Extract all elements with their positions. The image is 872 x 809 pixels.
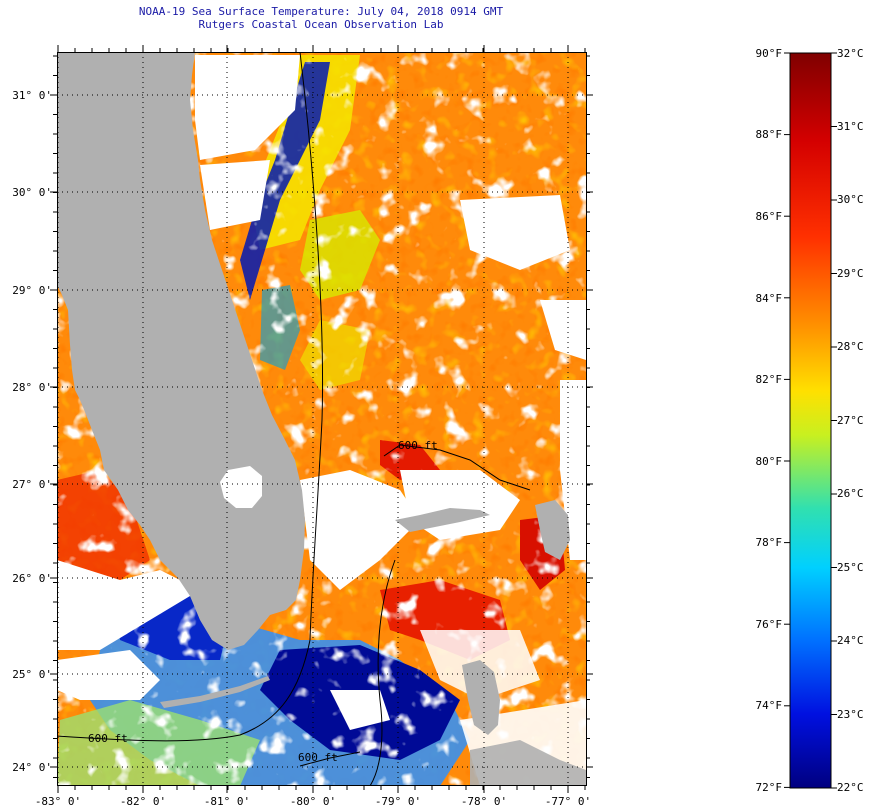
longitude-label: -78° 0' [461, 795, 507, 808]
fahrenheit-label: 82°F [756, 373, 783, 386]
longitude-label: -79° 0' [375, 795, 421, 808]
latitude-label: 25° 0' [12, 668, 52, 681]
cloud-patch [300, 470, 420, 590]
cloud-patch [540, 300, 586, 360]
fahrenheit-label: 72°F [756, 781, 783, 794]
fahrenheit-label: 74°F [756, 699, 783, 712]
isobath-line [299, 751, 361, 767]
map-subtitle: Rutgers Coastal Ocean Observation Lab [198, 18, 444, 31]
map-title: NOAA-19 Sea Surface Temperature: July 04… [138, 5, 504, 18]
longitude-label: -81° 0' [204, 795, 250, 808]
isobath-label: 600 ft [398, 439, 438, 452]
longitude-label: -83° 0' [35, 795, 81, 808]
florida-keys [160, 676, 270, 708]
fahrenheit-label: 76°F [756, 618, 783, 631]
celsius-label: 24°C [837, 634, 864, 647]
temperature-colorbar: 90°F 88°F 86°F 84°F 82°F 80°F 78°F 76°F … [756, 47, 864, 794]
latitude-label: 27° 0' [12, 478, 52, 491]
cuba-coast [470, 740, 586, 786]
latitude-label: 30° 0' [12, 186, 52, 199]
latitude-label: 28° 0' [12, 381, 52, 394]
celsius-label: 22°C [837, 781, 864, 794]
isobath-line [383, 444, 531, 491]
celsius-label: 30°C [837, 193, 864, 206]
latitude-label: 26° 0' [12, 572, 52, 585]
celsius-label: 23°C [837, 708, 864, 721]
longitude-label: -77° 0' [545, 795, 591, 808]
grand-bahama-island [395, 508, 490, 532]
cloud-patch [460, 195, 570, 270]
axis-ticks [50, 45, 593, 793]
celsius-label: 29°C [837, 267, 864, 280]
isobath-line [57, 52, 324, 742]
latitude-label: 29° 0' [12, 284, 52, 297]
fahrenheit-label: 80°F [756, 455, 783, 468]
longitude-label: -80° 0' [290, 795, 336, 808]
celsius-label: 26°C [837, 487, 864, 500]
isobath-label: 600 ft [298, 751, 338, 764]
isobath-label: 600 ft [88, 732, 128, 745]
cloud-patch [200, 160, 270, 230]
lake-okeechobee [220, 466, 262, 508]
fahrenheit-label: 86°F [756, 210, 783, 223]
celsius-label: 32°C [837, 47, 864, 60]
isobath-line [369, 559, 396, 786]
colorbar-ticks [784, 52, 837, 789]
celsius-label: 25°C [837, 561, 864, 574]
map-frame [57, 52, 587, 786]
fahrenheit-label: 78°F [756, 536, 783, 549]
colorbar-gradient [789, 52, 832, 789]
fahrenheit-label: 88°F [756, 128, 783, 141]
sst-map: 600 ft 600 ft 600 ft 31° 0' 30° 0' 29° 0… [12, 45, 593, 808]
celsius-label: 28°C [837, 340, 864, 353]
fahrenheit-label: 84°F [756, 292, 783, 305]
andros-island [462, 660, 500, 735]
cloud-patch [57, 650, 160, 700]
abaco-island [535, 500, 570, 560]
cloud-patch [57, 560, 200, 650]
latitude-label: 24° 0' [12, 761, 52, 774]
graticule [57, 52, 586, 786]
cloud-patch [330, 690, 390, 730]
cloud-patch [195, 55, 300, 160]
celsius-label: 31°C [837, 120, 864, 133]
fahrenheit-label: 90°F [756, 47, 783, 60]
latitude-label: 31° 0' [12, 89, 52, 102]
celsius-label: 27°C [837, 414, 864, 427]
longitude-label: -82° 0' [120, 795, 166, 808]
